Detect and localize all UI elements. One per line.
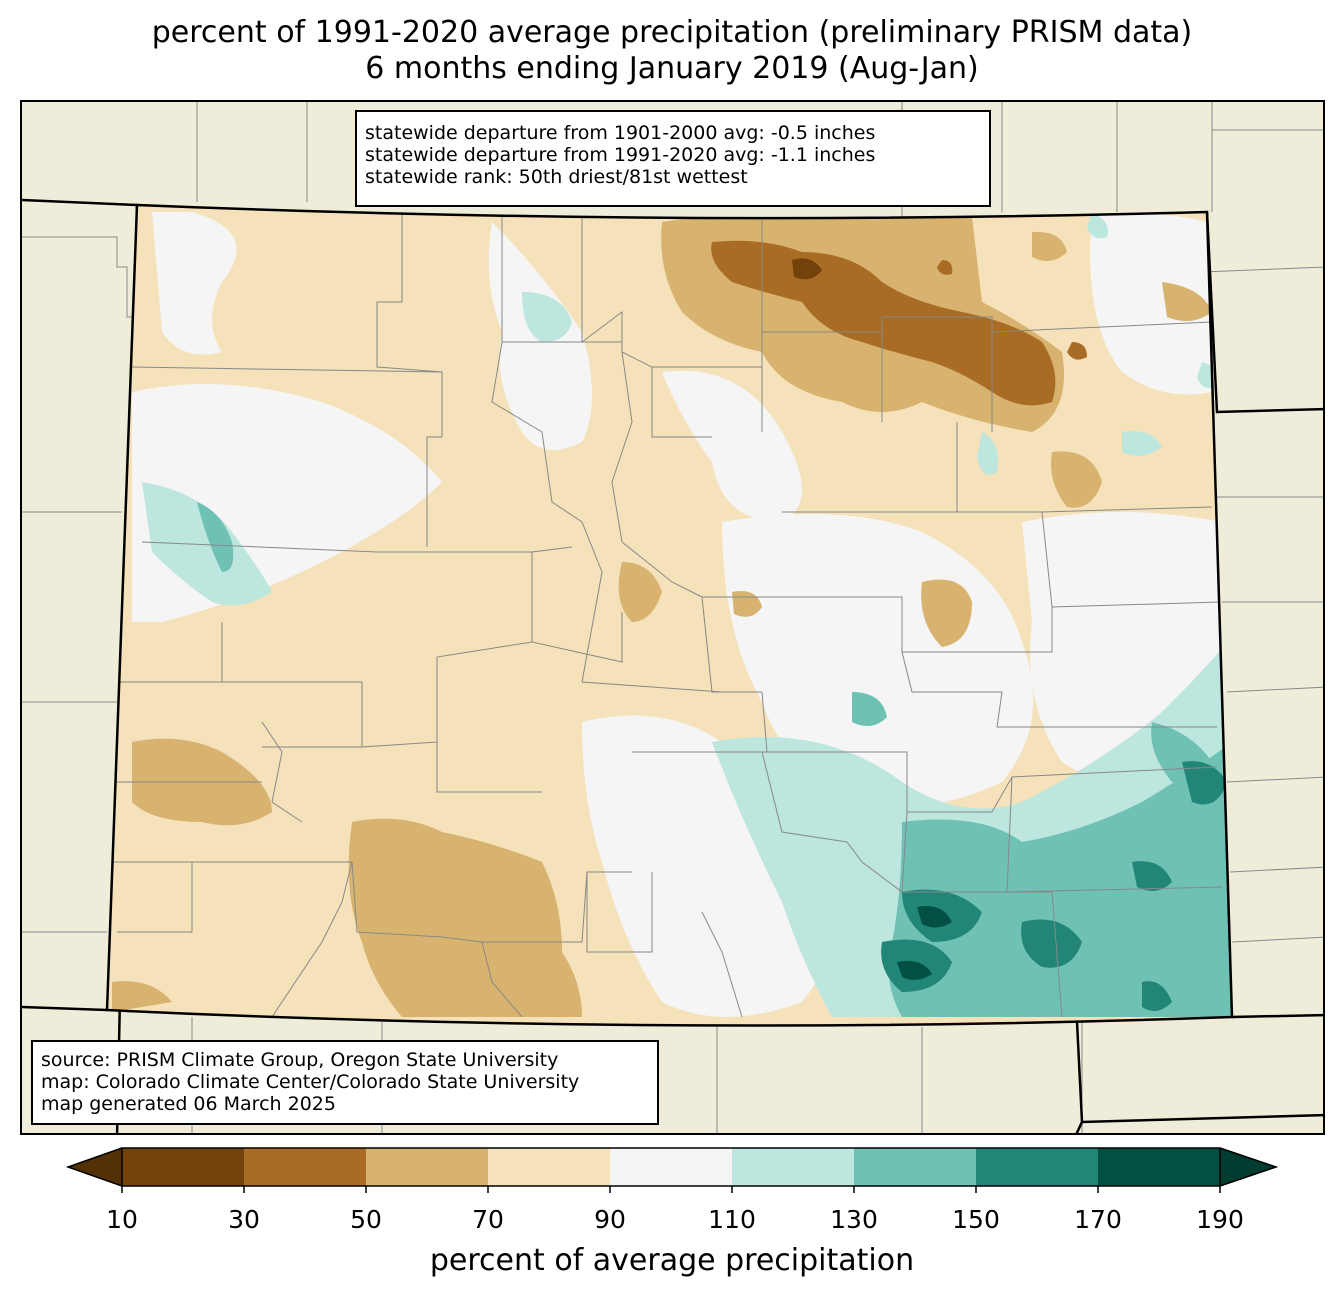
- colorbar: [65, 1147, 1279, 1193]
- colorbar-tick-label-70: 70: [472, 1205, 504, 1234]
- map-title-line2: 6 months ending January 2019 (Aug-Jan): [365, 51, 979, 86]
- statewide-stats-box: statewide departure from 1901-2000 avg: …: [355, 110, 991, 207]
- stats-line-departure-1901: statewide departure from 1901-2000 avg: …: [365, 122, 876, 144]
- map-title-line1: percent of 1991-2020 average precipitati…: [151, 15, 1193, 50]
- colorbar-bin-5: [610, 1148, 733, 1186]
- colorbar-over-arrow: [1220, 1148, 1276, 1186]
- colorbar-tick-label-90: 90: [594, 1205, 626, 1234]
- colorbar-tick-label-50: 50: [350, 1205, 382, 1234]
- colorbar-bin-1: [122, 1148, 245, 1186]
- map-credit-line: map: Colorado Climate Center/Colorado St…: [41, 1071, 580, 1093]
- colorbar-under-arrow: [68, 1148, 122, 1186]
- colorado-precip-map: [22, 102, 1323, 1133]
- colorbar-tick-label-110: 110: [708, 1205, 756, 1234]
- colorbar-tick-label-170: 170: [1074, 1205, 1122, 1234]
- colorbar-tick-label-130: 130: [830, 1205, 878, 1234]
- colorbar-tick-label-10: 10: [106, 1205, 138, 1234]
- colorbar-bin-4: [488, 1148, 611, 1186]
- colorbar-bin-3: [366, 1148, 489, 1186]
- county-lines: [107, 212, 1223, 1018]
- colorbar-label: percent of average precipitation: [429, 1243, 915, 1278]
- colorado-border: [105, 203, 1234, 1027]
- colorbar-bin-2: [244, 1148, 367, 1186]
- colorbar-tick-label-30: 30: [228, 1205, 260, 1234]
- colorbar-bin-8: [976, 1148, 1099, 1186]
- stats-line-departure-1991: statewide departure from 1991-2020 avg: …: [365, 144, 876, 166]
- stats-line-rank: statewide rank: 50th driest/81st wettest: [365, 166, 748, 188]
- colorbar-bin-9: [1098, 1148, 1221, 1186]
- map-panel: [20, 100, 1325, 1135]
- colorbar-tick-label-150: 150: [952, 1205, 1000, 1234]
- generated-date-line: map generated 06 March 2025: [41, 1093, 336, 1115]
- source-line: source: PRISM Climate Group, Oregon Stat…: [41, 1049, 559, 1071]
- colorbar-bin-7: [854, 1148, 977, 1186]
- source-credits-box: source: PRISM Climate Group, Oregon Stat…: [31, 1040, 659, 1125]
- colorbar-tick-label-190: 190: [1196, 1205, 1244, 1234]
- colorbar-bin-6: [732, 1148, 855, 1186]
- colorbar-frame: [121, 1147, 1221, 1187]
